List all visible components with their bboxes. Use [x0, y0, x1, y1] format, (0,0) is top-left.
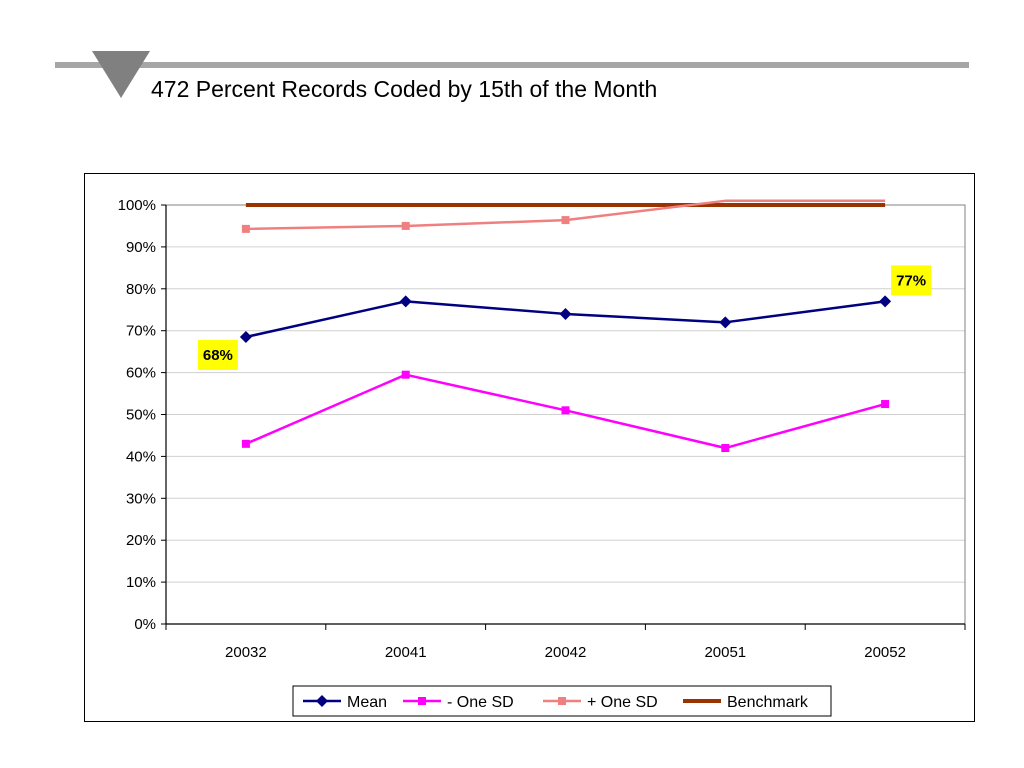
y-tick-label: 100%	[118, 197, 156, 214]
x-tick-label: 20041	[385, 644, 427, 661]
data-point-mean	[239, 330, 252, 343]
data-label: 77%	[896, 272, 926, 289]
line-chart: 0% 10% 20% 30% 40% 50% 60% 70% 80% 90% 100% 20032 20…	[118, 197, 966, 717]
y-tick-label: 20%	[126, 532, 156, 549]
x-tick-label: 20042	[545, 644, 587, 661]
data-label-background	[197, 339, 238, 370]
y-tick-label: 40%	[126, 448, 156, 465]
legend-marker-one-sd	[558, 697, 566, 705]
y-tick-label: 0%	[134, 616, 156, 633]
y-tick-label: 60%	[126, 365, 156, 382]
y-tick-label: 10%	[126, 574, 156, 591]
title-rule	[55, 62, 969, 68]
legend-marker-mean	[316, 695, 328, 707]
data-point-mean	[879, 295, 892, 308]
y-tick-label: 80%	[126, 281, 156, 298]
page-title: 472 Percent Records Coded by 15th of the…	[151, 76, 658, 102]
data-point-one-sd	[241, 224, 250, 233]
y-tick-label: 50%	[126, 407, 156, 424]
legend-entry-benchmark: Benchmark	[727, 694, 809, 711]
y-tick-label: 90%	[126, 239, 156, 256]
title-triangle-icon	[92, 51, 150, 98]
x-tick-label: 20032	[225, 644, 267, 661]
data-point-mean	[399, 295, 412, 308]
data-point-one-sd	[401, 370, 410, 379]
title-triangle-shape	[92, 51, 150, 98]
legend-entry-one-sd: - One SD	[447, 694, 514, 711]
y-tick-label: 70%	[126, 323, 156, 340]
data-point-mean	[719, 316, 732, 329]
x-tick-label: 20051	[704, 644, 746, 661]
data-label-background	[891, 265, 932, 296]
x-tick-label: 20052	[864, 644, 906, 661]
legend-marker-one-sd	[418, 697, 426, 705]
data-point-one-sd	[241, 439, 250, 448]
y-tick-label: 30%	[126, 490, 156, 507]
data-point-one-sd	[881, 400, 890, 409]
data-point-mean	[559, 307, 572, 320]
chart-frame: 0% 10% 20% 30% 40% 50% 60% 70% 80% 90% 100% 20032 20…	[84, 173, 975, 722]
data-point-one-sd	[561, 406, 570, 415]
legend-entry-mean: Mean	[347, 694, 387, 711]
legend-entry-one-sd: + One SD	[587, 694, 658, 711]
data-point-one-sd	[721, 444, 730, 453]
data-point-one-sd	[401, 221, 410, 230]
data-label: 68%	[203, 347, 233, 364]
data-point-one-sd	[561, 216, 570, 225]
